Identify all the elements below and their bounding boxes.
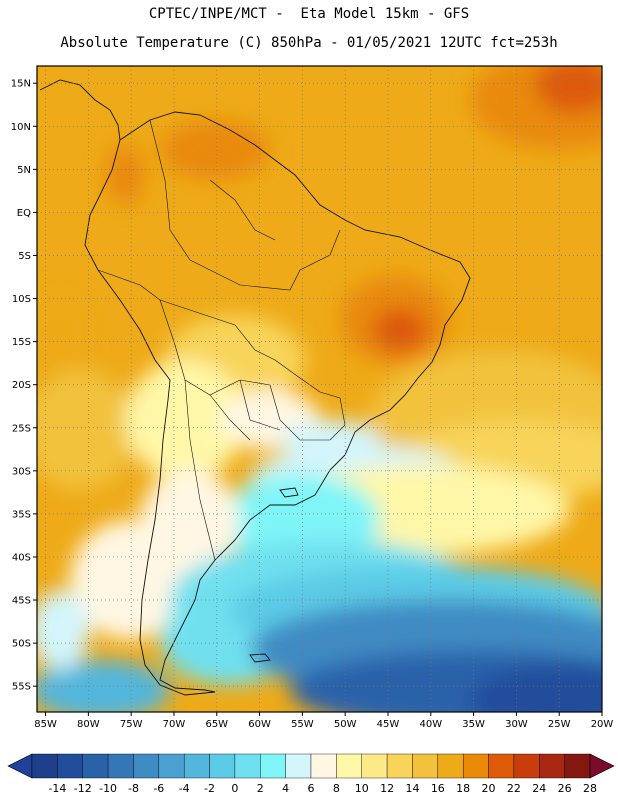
colorbar-label: -6 [153,782,164,795]
lat-label: 50S [12,639,31,650]
lat-label: 5N [17,165,31,176]
colorbar-swatch [412,753,439,779]
map-title: CPTEC/INPE/MCT - Eta Model 15km - GFS [148,6,470,22]
colorbar-swatch [107,753,134,779]
colorbar-label: -10 [99,782,117,795]
colorbar-label: -4 [179,782,190,795]
lat-label: 5S [18,251,31,262]
lon-label: 35W [462,719,485,730]
lon-label: 80W [77,719,100,730]
longitude-labels: 85W 80W 75W 70W 65W 60W 55W 50W 45W 40W 35W 30W 25W 2… [34,712,613,730]
colorbar-swatch [539,753,565,779]
lat-label: EQ [17,208,31,219]
colorbar-swatch [183,753,210,779]
temperature-field [37,66,602,712]
country-borders [97,119,346,561]
lon-label: 40W [419,719,442,730]
colorbar-label: -8 [128,782,139,795]
map-subtitle: Absolute Temperature (C) 850hPa - 01/05/… [60,35,558,51]
lat-label: 55S [12,682,31,693]
colorbar-swatch [437,753,464,779]
lat-label: 25S [12,423,31,434]
colorbar-label: 20 [482,782,496,795]
colorbar-swatch [234,753,261,779]
lat-label: 10N [11,122,31,133]
colorbar-swatch [209,753,236,779]
colorbar-swatch [133,753,160,779]
lon-label: 30W [505,719,528,730]
colorbar-label: 0 [231,782,238,795]
lon-label: 65W [205,719,228,730]
lon-label: 85W [34,719,57,730]
map-frame [36,65,603,713]
colorbar-swatch [488,753,515,779]
lat-label: 45S [12,596,31,607]
colorbar-swatch [260,753,286,779]
lon-label: 55W [291,719,314,730]
colorbar-swatch [31,753,58,779]
lon-label: 45W [377,719,400,730]
colorbar-label: 26 [558,782,572,795]
colorbar-swatch [564,753,591,779]
colorbar-label: 12 [380,782,394,795]
colorbar-swatch [285,753,312,779]
colorbar-label: -12 [74,782,92,795]
lat-label: 30S [12,466,31,477]
colorbar-swatch [513,753,540,779]
colorbar-label: 16 [431,782,445,795]
colorbar-label: 18 [456,782,470,795]
coastline [39,79,471,696]
colorbar: -14 -12 -10 -8 -6 -4 -2 0 2 4 6 8 10 12 14 16 18 20 22 24 26… [7,753,615,795]
lat-label: 10S [12,294,31,305]
colorbar-label: 14 [405,782,419,795]
colorbar-label: -2 [204,782,215,795]
colorbar-swatch [361,753,388,779]
lat-label: 20S [12,380,31,391]
lon-label: 75W [120,719,143,730]
colorbar-label: 2 [257,782,264,795]
colorbar-swatch [82,753,109,779]
colorbar-swatch [336,753,362,779]
colorbar-swatch [386,753,413,779]
lon-label: 60W [248,719,271,730]
colorbar-over-arrow [589,753,615,779]
latitude-labels: 15N 10N 5N EQ 5S 10S 15S 20S 25S 30S 35S 40S 45S 50S 5… [11,79,37,693]
lat-label: 15S [12,337,31,348]
colorbar-swatch [462,753,489,779]
colorbar-label: 28 [583,782,597,795]
lon-label: 20W [591,719,614,730]
colorbar-label: 8 [333,782,340,795]
colorbar-swatch [310,753,337,779]
lat-label: 40S [12,552,31,563]
lat-label: 15N [11,79,31,90]
lon-label: 50W [334,719,357,730]
colorbar-under-arrow [7,753,33,779]
colorbar-label: 22 [507,782,521,795]
colorbar-swatch [158,753,185,779]
colorbar-label: -14 [48,782,66,795]
lat-label: 35S [12,509,31,520]
colorbar-label: 4 [282,782,289,795]
colorbar-label: 6 [308,782,315,795]
colorbar-label: 10 [355,782,369,795]
colorbar-swatch [57,753,83,779]
lon-label: 25W [548,719,571,730]
lon-label: 70W [163,719,186,730]
colorbar-label: 24 [532,782,546,795]
